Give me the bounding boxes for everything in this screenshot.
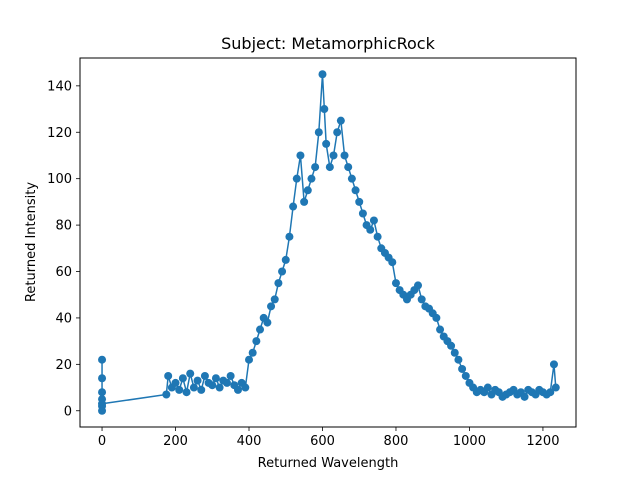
data-point: [193, 376, 202, 385]
data-point: [447, 341, 456, 350]
y-axis: 0 20 40 60 80 100 120 140: [47, 79, 80, 419]
data-point: [256, 325, 265, 334]
data-point: [98, 399, 107, 408]
data-point: [329, 151, 338, 160]
y-tick-label: 60: [55, 265, 72, 280]
data-point: [278, 267, 287, 276]
data-point: [281, 255, 290, 264]
data-point: [208, 381, 217, 390]
data-point: [391, 279, 400, 288]
data-point: [267, 302, 276, 311]
data-point: [233, 385, 242, 394]
data-point: [241, 383, 250, 392]
x-tick-label: 0: [98, 434, 106, 449]
data-point: [263, 318, 272, 327]
data-point: [98, 374, 107, 383]
data-point: [197, 385, 206, 394]
data-point: [450, 348, 459, 357]
y-tick-label: 20: [55, 358, 72, 373]
data-point: [300, 197, 309, 206]
data-point: [311, 163, 320, 172]
data-point: [270, 295, 279, 304]
data-point: [355, 197, 364, 206]
data-point: [483, 383, 492, 392]
data-point: [454, 355, 463, 364]
x-tick-label: 1200: [526, 434, 559, 449]
y-axis-label: Returned Intensity: [24, 182, 39, 302]
data-point: [164, 371, 173, 380]
data-point: [289, 202, 298, 211]
plot-frame: [79, 57, 577, 428]
data-point: [373, 232, 382, 241]
data-point: [461, 371, 470, 380]
data-point: [98, 355, 107, 364]
data-point: [171, 378, 180, 387]
data-point: [215, 383, 224, 392]
data-point: [351, 186, 360, 195]
data-point: [333, 128, 342, 137]
data-point: [432, 313, 441, 322]
data-point: [175, 385, 184, 394]
data-point: [358, 209, 367, 218]
data-point: [222, 378, 231, 387]
x-tick-label: 200: [163, 434, 188, 449]
data-point: [226, 371, 235, 380]
data-point: [182, 388, 191, 397]
data-point: [344, 163, 353, 172]
data-point: [178, 374, 187, 383]
data-point: [98, 406, 107, 415]
data-point: [546, 388, 555, 397]
x-axis-label: Returned Wavelength: [258, 456, 399, 471]
data-point: [347, 174, 356, 183]
y-tick-label: 140: [47, 79, 72, 94]
data-point: [98, 388, 107, 397]
y-tick-label: 40: [55, 311, 72, 326]
data-point: [200, 371, 209, 380]
data-point: [414, 281, 423, 290]
x-tick-label: 1000: [453, 434, 486, 449]
data-point: [186, 369, 195, 378]
data-point: [245, 355, 254, 364]
data-point: [366, 225, 375, 234]
y-tick-label: 0: [64, 404, 72, 419]
plot-marks: [98, 70, 560, 415]
data-point: [520, 392, 529, 401]
data-point: [325, 163, 334, 172]
y-tick-label: 100: [47, 172, 72, 187]
x-axis: 0 200 400 600 800 1000 1200: [98, 427, 559, 449]
data-point: [303, 186, 312, 195]
x-tick-label: 400: [237, 434, 262, 449]
data-point: [551, 383, 560, 392]
y-tick-label: 120: [47, 126, 72, 141]
data-point: [340, 151, 349, 160]
data-point: [314, 128, 323, 137]
data-point: [369, 216, 378, 225]
data-point: [252, 337, 261, 346]
data-point: [320, 105, 329, 114]
x-tick-label: 800: [384, 434, 409, 449]
data-point: [189, 383, 198, 392]
data-point: [211, 374, 220, 383]
data-point: [322, 139, 331, 148]
data-point: [436, 325, 445, 334]
data-point: [549, 360, 558, 369]
data-point: [274, 279, 283, 288]
y-tick-label: 80: [55, 219, 72, 234]
data-point: [162, 390, 171, 399]
data-point: [417, 295, 426, 304]
data-point: [292, 174, 301, 183]
data-point: [307, 174, 316, 183]
data-point: [285, 232, 294, 241]
data-point: [248, 348, 257, 357]
x-tick-label: 600: [310, 434, 335, 449]
chart-title: Subject: MetamorphicRock: [221, 34, 435, 53]
data-point: [336, 116, 345, 125]
data-point: [318, 70, 327, 79]
data-point: [388, 258, 397, 267]
data-point: [458, 364, 467, 373]
data-point: [296, 151, 305, 160]
